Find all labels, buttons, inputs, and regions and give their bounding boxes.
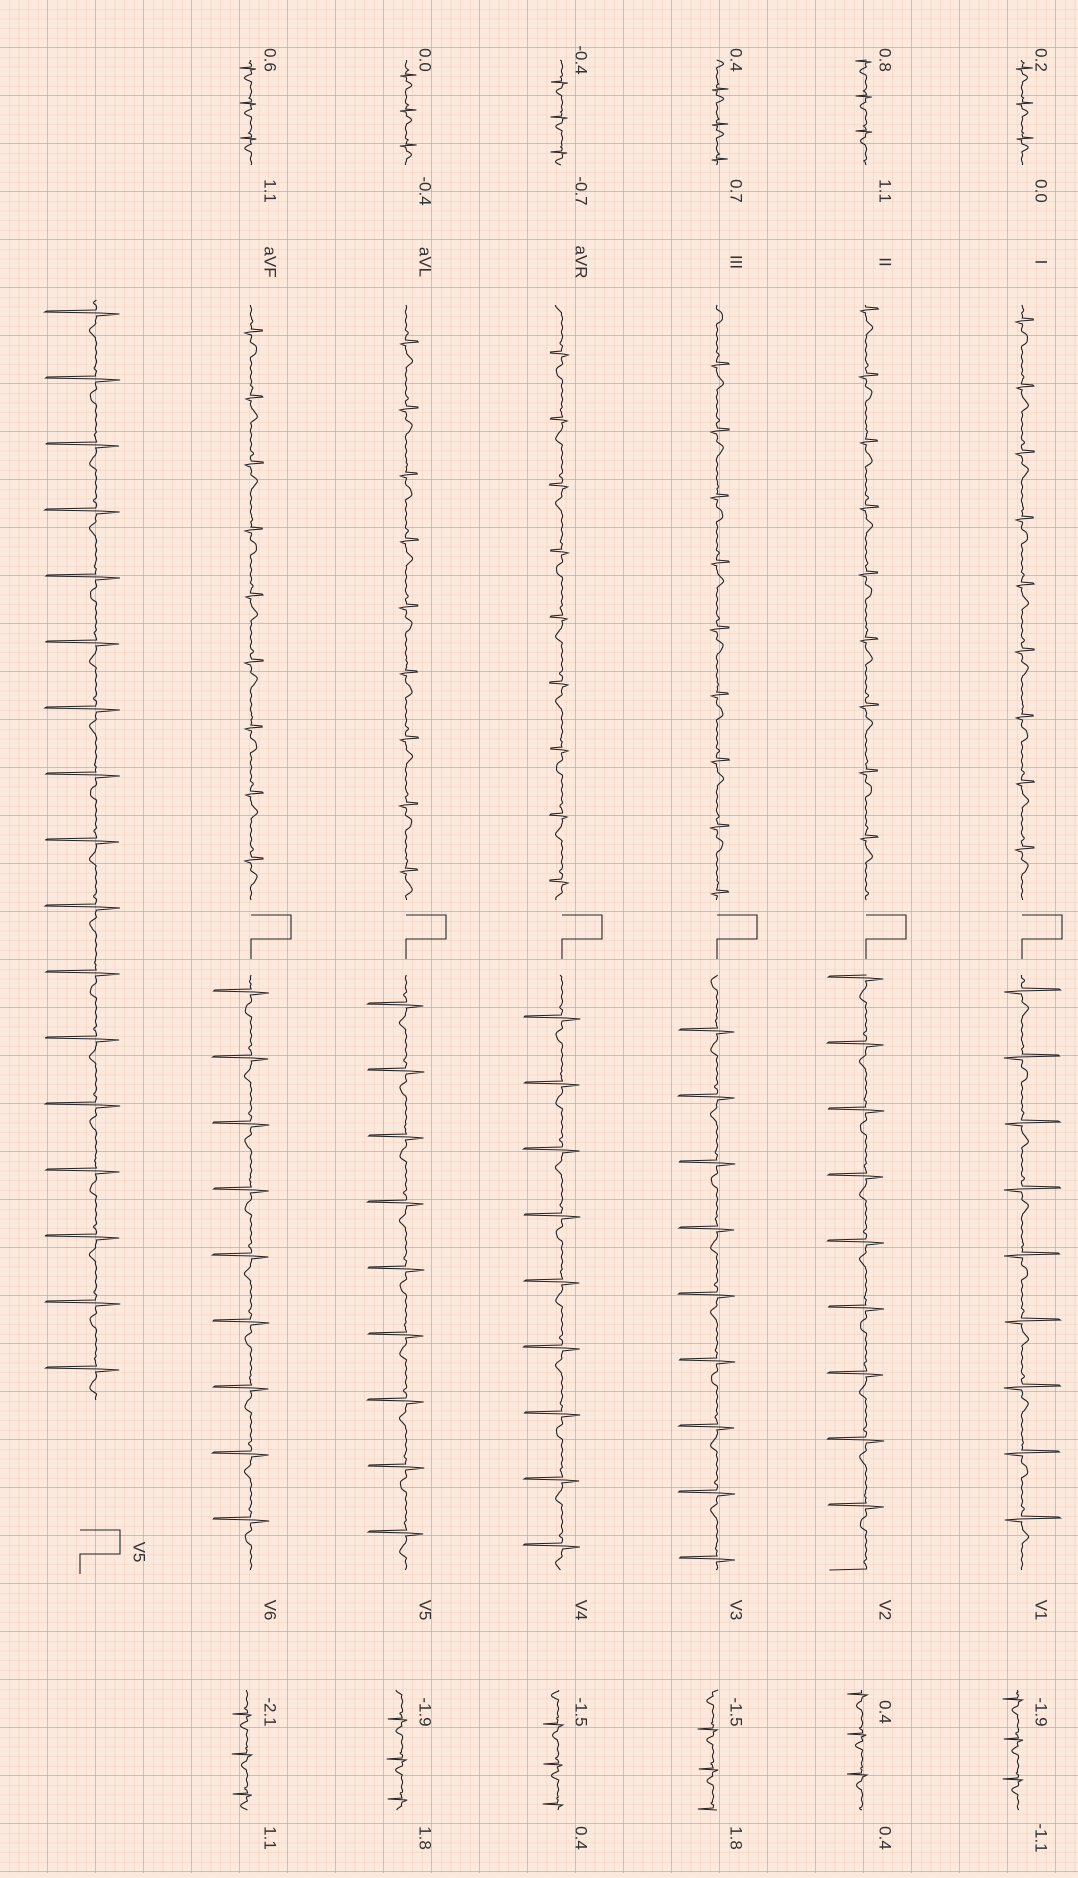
grid-paper [0, 0, 1078, 1873]
value-label: 1.1 [261, 1826, 280, 1850]
value-label: 1.8 [727, 1826, 746, 1850]
value-label: 0.4 [876, 1700, 895, 1724]
lead-label: V3 [727, 1600, 746, 1621]
value-label: 0.0 [1032, 179, 1051, 203]
lead-label: III [727, 255, 746, 269]
lead-label: II [876, 257, 895, 266]
value-label: 0.4 [876, 1826, 895, 1850]
value-label: 1.1 [261, 179, 280, 203]
lead-label: V6 [261, 1600, 280, 1621]
value-label: 0.4 [727, 48, 746, 72]
value-label: -1.5 [572, 1697, 591, 1726]
lead-label: aVR [572, 245, 591, 278]
value-label: -1.9 [416, 1697, 435, 1726]
value-label: 0.6 [261, 48, 280, 72]
value-label: -0.4 [572, 45, 591, 74]
lead-label: V5 [130, 1542, 149, 1563]
value-label: 0.0 [416, 48, 435, 72]
value-label: 0.7 [727, 179, 746, 203]
lead-label: V5 [416, 1600, 435, 1621]
lead-label: V2 [876, 1600, 895, 1621]
ecg-sheet: 0.2 0.0 I V1 -1.9 -1.1 0.8 1.1 II V2 0.4 0.4 0.4 0.7 I… [0, 0, 1078, 1873]
lead-label: I [1032, 260, 1051, 265]
lead-label: V4 [572, 1600, 591, 1621]
value-label: -1.1 [1032, 1823, 1051, 1852]
value-label: -1.5 [727, 1697, 746, 1726]
value-label: -0.4 [416, 176, 435, 205]
value-label: 1.1 [876, 179, 895, 203]
value-label: 0.4 [572, 1826, 591, 1850]
value-label: -0.7 [572, 176, 591, 205]
lead-label: aVL [416, 247, 435, 277]
value-label: -2.1 [261, 1697, 280, 1726]
value-label: 1.8 [416, 1826, 435, 1850]
page: {"limb_leads": [ {"label": "I", "values"… [0, 0, 1078, 1873]
value-label: 0.2 [1032, 48, 1051, 72]
lead-label: V1 [1032, 1600, 1051, 1621]
value-label: 0.8 [876, 48, 895, 72]
lead-label: aVF [261, 246, 280, 277]
value-label: -1.9 [1032, 1697, 1051, 1726]
